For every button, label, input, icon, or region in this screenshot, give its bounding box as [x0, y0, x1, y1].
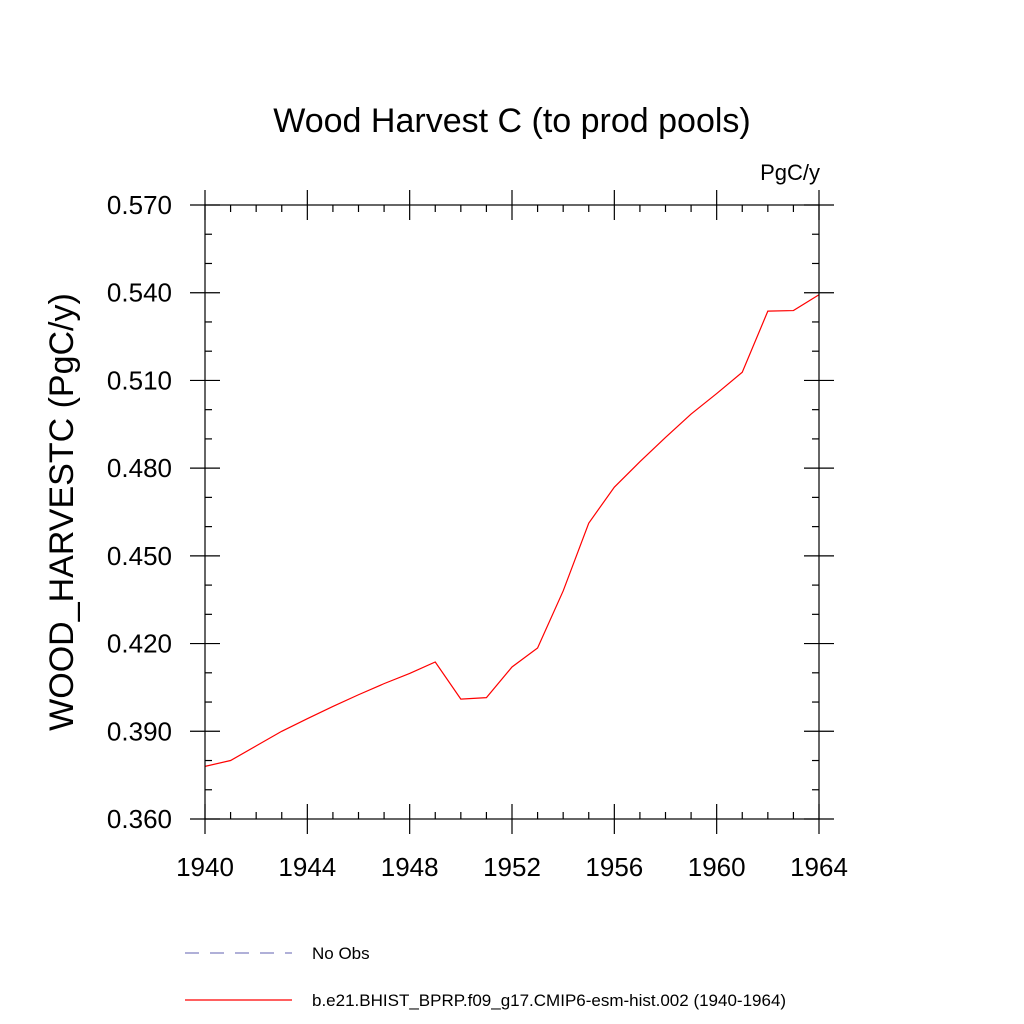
x-tick-label: 1948 — [381, 852, 439, 882]
x-tick-label: 1964 — [790, 852, 848, 882]
x-tick-label: 1952 — [483, 852, 541, 882]
y-tick-label: 0.570 — [107, 190, 172, 220]
series-group — [204, 294, 820, 767]
x-tick-label: 1944 — [278, 852, 336, 882]
legend: No Obs b.e21.BHIST_BPRP.f09_g17.CMIP6-es… — [185, 944, 786, 1010]
y-tick-label: 0.390 — [107, 716, 172, 746]
axis-tick-labels: 1940 1944 1948 1952 1956 1960 1964 0.360 0.390 0.… — [107, 190, 848, 882]
chart-title: Wood Harvest C (to prod pools) — [273, 102, 750, 140]
axis-ticks — [190, 190, 834, 834]
x-tick-label: 1940 — [176, 852, 234, 882]
units-label: PgC/y — [760, 160, 820, 185]
y-tick-label: 0.450 — [107, 541, 172, 571]
y-tick-label: 0.420 — [107, 629, 172, 659]
y-tick-label: 0.540 — [107, 278, 172, 308]
plot-frame — [204, 204, 820, 820]
y-axis-label: WOOD_HARVESTC (PgC/y) — [43, 293, 81, 731]
series-line-0 — [204, 294, 820, 767]
y-tick-label: 0.360 — [107, 804, 172, 834]
y-tick-label: 0.510 — [107, 365, 172, 395]
legend-label-model: b.e21.BHIST_BPRP.f09_g17.CMIP6-esm-hist.… — [312, 991, 786, 1010]
x-tick-label: 1960 — [688, 852, 746, 882]
x-tick-label: 1956 — [585, 852, 643, 882]
legend-label-no-obs: No Obs — [312, 944, 370, 963]
y-tick-label: 0.480 — [107, 453, 172, 483]
